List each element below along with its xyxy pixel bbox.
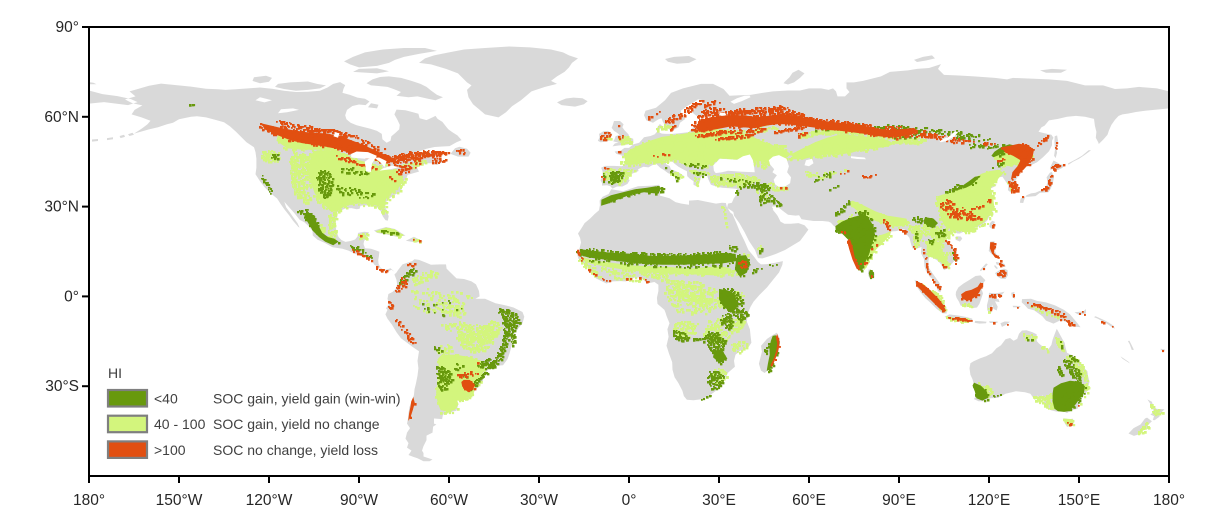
svg-text:30°N: 30°N: [44, 199, 79, 216]
svg-text:90°: 90°: [56, 19, 79, 36]
svg-text:30°W: 30°W: [520, 492, 558, 509]
svg-text:<40: <40: [154, 391, 178, 407]
svg-text:150°E: 150°E: [1058, 492, 1100, 509]
svg-text:120°E: 120°E: [968, 492, 1010, 509]
svg-text:60°E: 60°E: [792, 492, 826, 509]
svg-text:SOC no change, yield loss: SOC no change, yield loss: [213, 442, 378, 458]
svg-text:150°W: 150°W: [156, 492, 203, 509]
svg-text:SOC gain, yield gain (win-win): SOC gain, yield gain (win-win): [213, 391, 401, 407]
svg-text:0°: 0°: [622, 492, 637, 509]
svg-text:180°: 180°: [1153, 492, 1185, 509]
svg-text:30°S: 30°S: [45, 378, 79, 395]
svg-text:60°W: 60°W: [430, 492, 468, 509]
svg-text:30°E: 30°E: [702, 492, 736, 509]
svg-text:60°N: 60°N: [44, 109, 79, 126]
svg-text:SOC gain, yield no change: SOC gain, yield no change: [213, 416, 380, 432]
svg-text:40 - 100: 40 - 100: [154, 416, 206, 432]
svg-text:180°: 180°: [73, 492, 105, 509]
svg-text:120°W: 120°W: [246, 492, 293, 509]
svg-text:0°: 0°: [64, 288, 79, 305]
svg-text:90°E: 90°E: [882, 492, 916, 509]
svg-text:HI: HI: [108, 365, 122, 381]
svg-text:>100: >100: [154, 442, 186, 458]
svg-text:90°W: 90°W: [340, 492, 378, 509]
